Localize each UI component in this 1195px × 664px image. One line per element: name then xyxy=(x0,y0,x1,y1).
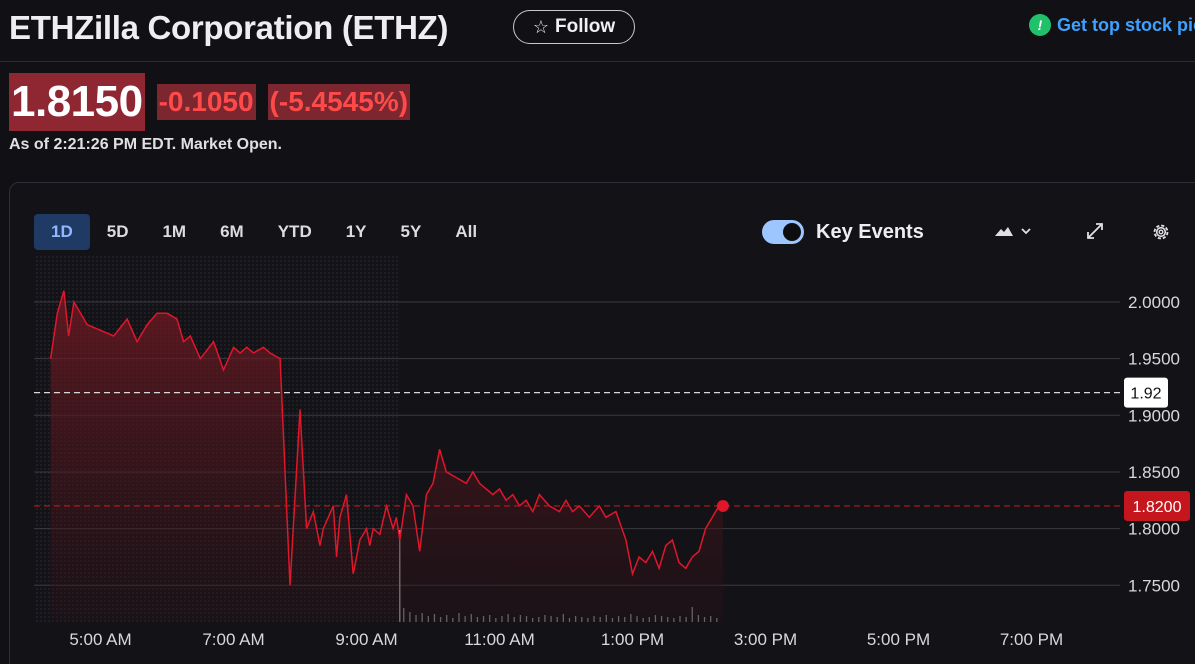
y-tick-label: 1.9500 xyxy=(1128,350,1180,369)
range-1y[interactable]: 1Y xyxy=(345,222,367,241)
x-tick-label: 11:00 AM xyxy=(464,630,535,649)
quote-summary: 1.8150 -0.1050 (-5.4545%) xyxy=(9,73,411,131)
x-tick-label: 7:00 PM xyxy=(1000,630,1063,649)
key-events-label: Key Events xyxy=(816,220,924,243)
page-title: ETHZilla Corporation (ETHZ) xyxy=(9,9,449,46)
y-tick-label: 1.8500 xyxy=(1128,463,1180,482)
x-tick-label: 5:00 PM xyxy=(867,630,930,649)
y-tick-label: 1.8000 xyxy=(1128,520,1180,539)
x-tick-label: 9:00 AM xyxy=(335,630,397,649)
current-price-badge: 1.8200 xyxy=(1124,490,1190,521)
previous-close-badge: 1.92 xyxy=(1124,377,1168,408)
current-price: 1.8150 xyxy=(9,73,145,131)
settings-button[interactable] xyxy=(1150,221,1172,248)
y-tick-label: 2.0000 xyxy=(1128,293,1180,312)
page-header: ETHZilla Corporation (ETHZ) ☆ Follow ! G… xyxy=(0,0,1195,62)
promo-link[interactable]: ! Get top stock picks xyxy=(1029,14,1195,36)
expand-button[interactable] xyxy=(1085,221,1105,246)
star-icon: ☆ xyxy=(532,16,549,37)
exclamation-icon: ! xyxy=(1029,14,1051,36)
promo-text: Get top stock picks xyxy=(1057,14,1195,35)
chart-type-dropdown[interactable] xyxy=(993,221,1035,246)
range-1d[interactable]: 1D xyxy=(34,214,90,250)
x-tick-label: 1:00 PM xyxy=(601,630,664,649)
range-1m[interactable]: 1M xyxy=(162,222,187,241)
key-events-control: Key Events xyxy=(762,220,924,244)
x-tick-label: 7:00 AM xyxy=(202,630,264,649)
x-tick-label: 3:00 PM xyxy=(734,630,797,649)
range-5d[interactable]: 5D xyxy=(106,222,129,241)
price-area xyxy=(50,290,723,622)
expand-icon xyxy=(1087,223,1103,239)
price-change-percent: (-5.4545%) xyxy=(267,84,411,120)
toggle-knob xyxy=(783,223,801,241)
follow-label: Follow xyxy=(554,16,616,37)
current-price-label: 1.8200 xyxy=(1133,499,1182,516)
mountain-chart-icon xyxy=(995,227,1031,236)
x-tick-label: 5:00 AM xyxy=(69,630,131,649)
y-tick-label: 1.9000 xyxy=(1128,406,1180,425)
range-5y[interactable]: 5Y xyxy=(400,222,422,241)
current-price-marker xyxy=(716,499,729,512)
x-axis-labels: 5:00 AM 7:00 AM 9:00 AM 11:00 AM 1:00 PM 3:00… xyxy=(69,630,1063,649)
chevron-down-icon xyxy=(1021,228,1031,235)
quote-timestamp: As of 2:21:26 PM EDT. Market Open. xyxy=(9,136,282,153)
range-6m[interactable]: 6M xyxy=(220,222,244,241)
y-tick-label: 1.7500 xyxy=(1128,576,1180,595)
price-line xyxy=(49,290,723,586)
follow-button[interactable]: ☆ Follow xyxy=(513,10,635,44)
gear-icon xyxy=(1153,224,1169,240)
price-change: -0.1050 xyxy=(156,84,256,120)
range-ytd[interactable]: YTD xyxy=(277,222,312,241)
range-all[interactable]: All xyxy=(455,222,478,241)
key-events-toggle[interactable] xyxy=(762,220,804,244)
previous-close-label: 1.92 xyxy=(1130,386,1161,403)
range-selector: 1D 5D 1M 6M YTD 1Y 5Y All xyxy=(34,214,494,250)
y-axis-labels: 1.7500 1.8000 1.8500 1.9000 1.9500 2.0000 xyxy=(1128,293,1180,595)
